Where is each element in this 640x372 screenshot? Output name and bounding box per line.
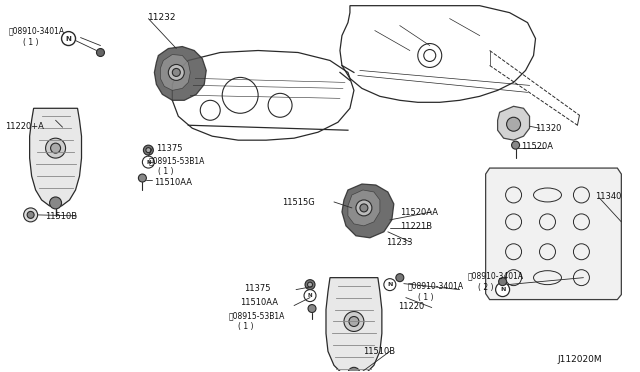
Circle shape (396, 274, 404, 282)
Text: N: N (66, 36, 72, 42)
Circle shape (507, 117, 520, 131)
Polygon shape (486, 168, 621, 299)
Text: J112020M: J112020M (557, 355, 602, 364)
Circle shape (344, 311, 364, 331)
Circle shape (146, 148, 151, 153)
Circle shape (142, 156, 154, 168)
Circle shape (49, 197, 61, 209)
Circle shape (349, 317, 359, 327)
Text: N: N (308, 293, 312, 298)
Polygon shape (154, 46, 206, 100)
Circle shape (305, 280, 315, 290)
Text: 11221B: 11221B (400, 222, 432, 231)
Circle shape (51, 143, 61, 153)
Circle shape (384, 279, 396, 291)
Text: 11220+A: 11220+A (4, 122, 44, 131)
Text: 11510AA: 11510AA (154, 178, 193, 187)
Polygon shape (348, 190, 380, 226)
Text: ( 1 ): ( 1 ) (22, 38, 38, 46)
Circle shape (97, 48, 104, 57)
Circle shape (304, 290, 316, 302)
Text: 11510B: 11510B (45, 212, 77, 221)
Circle shape (24, 208, 38, 222)
Text: ⓝ08915-53B1A: ⓝ08915-53B1A (228, 311, 285, 321)
Circle shape (138, 174, 147, 182)
Text: 11220: 11220 (398, 302, 424, 311)
Text: 11520A: 11520A (522, 142, 554, 151)
Text: 11320: 11320 (536, 124, 562, 133)
Circle shape (61, 32, 76, 45)
Text: ⓝ08915-53B1A: ⓝ08915-53B1A (148, 156, 205, 165)
Polygon shape (498, 106, 529, 140)
Circle shape (360, 204, 368, 212)
Circle shape (143, 145, 154, 155)
Text: 11510B: 11510B (363, 347, 395, 356)
Text: ( 1 ): ( 1 ) (238, 323, 253, 331)
Text: 11340: 11340 (595, 192, 622, 201)
Polygon shape (326, 278, 382, 372)
Text: 11510AA: 11510AA (240, 298, 278, 307)
Circle shape (511, 141, 520, 149)
Text: 11515G: 11515G (282, 198, 315, 207)
Circle shape (499, 278, 507, 286)
Text: 11232: 11232 (148, 13, 177, 22)
Circle shape (348, 367, 360, 372)
Circle shape (308, 282, 312, 287)
Polygon shape (161, 54, 190, 90)
Text: ( 1 ): ( 1 ) (158, 167, 174, 176)
Text: ⓝ08910-3401A: ⓝ08910-3401A (408, 282, 464, 291)
Text: ⓝ08910-3401A: ⓝ08910-3401A (468, 272, 524, 281)
Text: 11375: 11375 (156, 144, 183, 153)
Text: N: N (146, 160, 150, 164)
Circle shape (168, 64, 184, 80)
Text: ( 2 ): ( 2 ) (477, 283, 493, 292)
Circle shape (172, 68, 180, 76)
Circle shape (308, 305, 316, 312)
Text: ⓝ08910-3401A: ⓝ08910-3401A (9, 26, 65, 36)
Text: 11375: 11375 (244, 283, 271, 293)
Text: 11233: 11233 (386, 238, 412, 247)
Text: N: N (500, 287, 506, 292)
Polygon shape (342, 184, 394, 238)
Text: ( 1 ): ( 1 ) (418, 293, 433, 302)
Circle shape (27, 211, 34, 218)
Text: 11520AA: 11520AA (400, 208, 438, 217)
Circle shape (495, 283, 509, 296)
Text: N: N (387, 282, 392, 287)
Circle shape (45, 138, 65, 158)
Circle shape (356, 200, 372, 216)
Polygon shape (29, 108, 81, 206)
